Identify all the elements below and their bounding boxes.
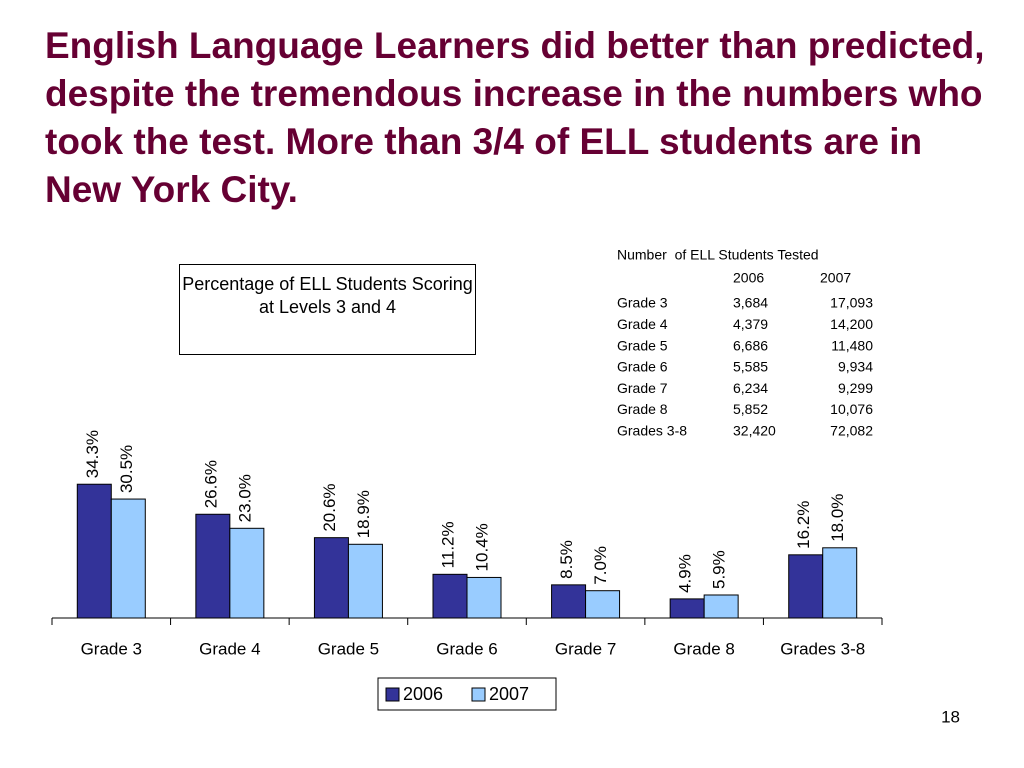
x-tick-label: Grade 6	[436, 639, 497, 658]
value-label: 26.6%	[201, 460, 220, 508]
x-tick-label: Grade 3	[81, 639, 142, 658]
bar	[788, 554, 824, 619]
bar	[585, 590, 621, 619]
x-tick-label: Grade 8	[673, 639, 734, 658]
table-cell: Grade 4	[617, 316, 668, 332]
legend-swatch	[471, 687, 486, 702]
table-cell: 10,076	[830, 401, 873, 417]
value-label: 18.9%	[354, 490, 373, 538]
x-tick-label: Grade 5	[318, 639, 379, 658]
table-cell: 6,234	[733, 380, 768, 396]
bar	[110, 498, 146, 619]
bar	[466, 576, 502, 619]
table-cell: Grade 5	[617, 337, 668, 353]
table-cell: 5,852	[733, 401, 768, 417]
table-cell: 9,299	[838, 380, 873, 396]
table-cell: Grades 3-8	[617, 423, 687, 439]
value-label: 23.0%	[235, 474, 254, 522]
bar	[76, 483, 112, 619]
table-cell: Grade 8	[617, 401, 668, 417]
bar	[347, 543, 383, 619]
table-header: 2006	[733, 270, 764, 286]
value-label: 30.5%	[117, 445, 136, 493]
x-tick-label: Grades 3-8	[780, 639, 865, 658]
value-label: 5.9%	[710, 550, 729, 589]
legend-box	[377, 677, 557, 711]
bar	[822, 547, 858, 619]
table-header: 2007	[820, 270, 851, 286]
value-label: 16.2%	[794, 501, 813, 549]
table-cell: Grade 6	[617, 359, 668, 375]
x-tick-label: Grade 4	[199, 639, 260, 658]
legend-swatch	[385, 687, 400, 702]
bar	[551, 584, 587, 619]
bar	[313, 537, 349, 619]
table-cell: 14,200	[830, 316, 873, 332]
slide-title: English Language Learners did better tha…	[45, 25, 985, 210]
value-label: 11.2%	[438, 521, 457, 568]
legend-label: 2007	[489, 684, 529, 704]
value-label: 34.3%	[83, 430, 102, 478]
table-cell: 32,420	[733, 423, 776, 439]
value-label: 10.4%	[472, 523, 491, 571]
table-cell: 9,934	[838, 359, 873, 375]
value-label: 4.9%	[676, 554, 695, 593]
bar	[195, 513, 231, 619]
table-cell: 11,480	[831, 337, 873, 353]
chart-title: Percentage of ELL Students Scoring at Le…	[179, 264, 476, 355]
value-label: 18.0%	[828, 494, 847, 542]
table-cell: Grade 3	[617, 295, 668, 311]
table-title: Number of ELL Students Tested	[617, 247, 819, 263]
bar	[703, 594, 739, 619]
table-cell: 6,686	[733, 337, 768, 353]
bar	[432, 573, 468, 619]
bar	[669, 598, 705, 619]
value-label: 8.5%	[557, 540, 576, 579]
table-cell: 17,093	[830, 295, 873, 311]
table-cell: 3,684	[733, 295, 768, 311]
legend-label: 2006	[403, 684, 443, 704]
table-cell: Grade 7	[617, 380, 668, 396]
table-cell: 72,082	[830, 423, 873, 439]
table-cell: 4,379	[733, 316, 768, 332]
table-cell: 5,585	[733, 359, 768, 375]
value-label: 7.0%	[591, 546, 610, 585]
bar	[229, 527, 265, 619]
x-tick-label: Grade 7	[555, 639, 616, 658]
page-number: 18	[941, 707, 960, 726]
value-label: 20.6%	[320, 483, 339, 531]
